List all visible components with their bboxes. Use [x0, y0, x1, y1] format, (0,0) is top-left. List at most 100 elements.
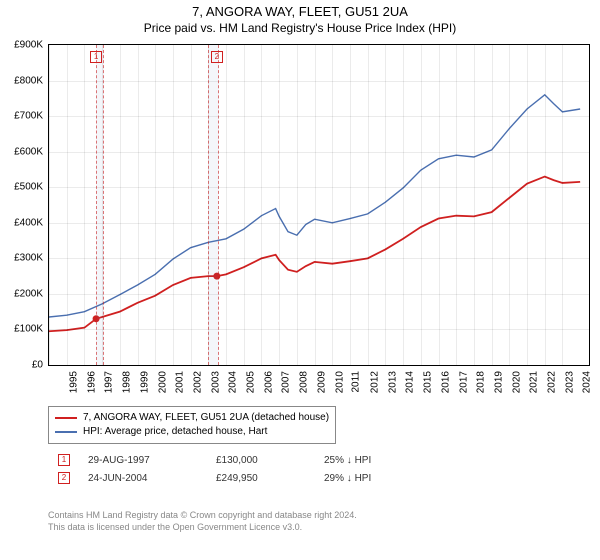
xtick-label: 2003: [210, 371, 221, 393]
sale-date: 29-AUG-1997: [80, 452, 206, 468]
xtick-label: 2009: [316, 371, 327, 393]
xtick-label: 2010: [334, 371, 345, 393]
xtick-label: 2016: [440, 371, 451, 393]
sale-price: £249,950: [208, 470, 314, 486]
gridline-v: [173, 45, 174, 365]
xtick-label: 1995: [68, 371, 79, 393]
xtick-label: 1998: [121, 371, 132, 393]
xtick-label: 2004: [228, 371, 239, 393]
gridline-v: [332, 45, 333, 365]
footer-line-2: This data is licensed under the Open Gov…: [48, 522, 357, 534]
gridline-v: [138, 45, 139, 365]
gridline-v: [562, 45, 563, 365]
gridline-v: [474, 45, 475, 365]
sale-marker: 2: [211, 51, 223, 63]
legend-label: HPI: Average price, detached house, Hart: [83, 425, 267, 439]
xtick-label: 2021: [529, 371, 540, 393]
xtick-label: 2022: [546, 371, 557, 393]
xtick-label: 1996: [86, 371, 97, 393]
xtick-label: 1999: [139, 371, 150, 393]
sale-delta: 29% ↓ HPI: [316, 470, 379, 486]
xtick-label: 2023: [564, 371, 575, 393]
gridline-v: [492, 45, 493, 365]
legend-box: 7, ANGORA WAY, FLEET, GU51 2UA (detached…: [48, 406, 336, 444]
gridline-h: [49, 258, 589, 259]
xtick-label: 2001: [174, 371, 185, 393]
gridline-h: [49, 152, 589, 153]
legend-row: 7, ANGORA WAY, FLEET, GU51 2UA (detached…: [55, 411, 329, 425]
xtick-label: 2018: [475, 371, 486, 393]
ytick-label: £600K: [3, 146, 43, 157]
gridline-h: [49, 223, 589, 224]
xtick-label: 1997: [104, 371, 115, 393]
gridline-v: [315, 45, 316, 365]
legend-swatch: [55, 431, 77, 433]
gridline-v: [155, 45, 156, 365]
gridline-v: [67, 45, 68, 365]
ytick-label: £500K: [3, 182, 43, 193]
ytick-label: £800K: [3, 75, 43, 86]
gridline-v: [226, 45, 227, 365]
ytick-label: £900K: [3, 40, 43, 51]
gridline-v: [350, 45, 351, 365]
legend-label: 7, ANGORA WAY, FLEET, GU51 2UA (detached…: [83, 411, 329, 425]
gridline-v: [261, 45, 262, 365]
footer-line-1: Contains HM Land Registry data © Crown c…: [48, 510, 357, 522]
xtick-label: 2000: [157, 371, 168, 393]
chart-plot-area: £0£100K£200K£300K£400K£500K£600K£700K£80…: [48, 44, 590, 366]
legend-row: HPI: Average price, detached house, Hart: [55, 425, 329, 439]
gridline-v: [439, 45, 440, 365]
xtick-label: 2008: [298, 371, 309, 393]
chart-svg: [49, 45, 589, 365]
gridline-v: [385, 45, 386, 365]
legend-swatch: [55, 417, 77, 419]
xtick-label: 2005: [245, 371, 256, 393]
ytick-label: £700K: [3, 111, 43, 122]
xtick-label: 2006: [263, 371, 274, 393]
xtick-label: 2013: [387, 371, 398, 393]
xtick-label: 2014: [405, 371, 416, 393]
title-line-1: 7, ANGORA WAY, FLEET, GU51 2UA: [0, 4, 600, 21]
ytick-label: £300K: [3, 253, 43, 264]
shaded-region: [208, 45, 218, 365]
ytick-label: £100K: [3, 324, 43, 335]
title-line-2: Price paid vs. HM Land Registry's House …: [0, 21, 600, 37]
shaded-region: [96, 45, 104, 365]
gridline-v: [403, 45, 404, 365]
gridline-v: [368, 45, 369, 365]
gridline-v: [84, 45, 85, 365]
sale-marker-icon: 2: [58, 472, 70, 484]
xtick-label: 2015: [422, 371, 433, 393]
gridline-v: [279, 45, 280, 365]
gridline-h: [49, 294, 589, 295]
sale-marker-icon: 1: [58, 454, 70, 466]
sale-marker: 1: [90, 51, 102, 63]
ytick-label: £0: [3, 360, 43, 371]
gridline-v: [527, 45, 528, 365]
gridline-v: [456, 45, 457, 365]
gridline-h: [49, 81, 589, 82]
xtick-label: 2017: [458, 371, 469, 393]
ytick-label: £400K: [3, 217, 43, 228]
xtick-label: 2012: [369, 371, 380, 393]
gridline-h: [49, 116, 589, 117]
ytick-label: £200K: [3, 288, 43, 299]
gridline-v: [297, 45, 298, 365]
gridline-v: [120, 45, 121, 365]
gridline-v: [244, 45, 245, 365]
sale-delta: 25% ↓ HPI: [316, 452, 379, 468]
gridline-v: [545, 45, 546, 365]
xtick-label: 2011: [351, 371, 362, 393]
gridline-v: [509, 45, 510, 365]
gridline-v: [49, 45, 50, 365]
xtick-label: 2024: [582, 371, 593, 393]
gridline-h: [49, 187, 589, 188]
gridline-h: [49, 329, 589, 330]
gridline-v: [421, 45, 422, 365]
sale-row: 2 24-JUN-2004£249,95029% ↓ HPI: [50, 470, 379, 486]
sale-date: 24-JUN-2004: [80, 470, 206, 486]
xtick-label: 2020: [511, 371, 522, 393]
xtick-label: 2019: [493, 371, 504, 393]
xtick-label: 2002: [192, 371, 203, 393]
sale-price: £130,000: [208, 452, 314, 468]
